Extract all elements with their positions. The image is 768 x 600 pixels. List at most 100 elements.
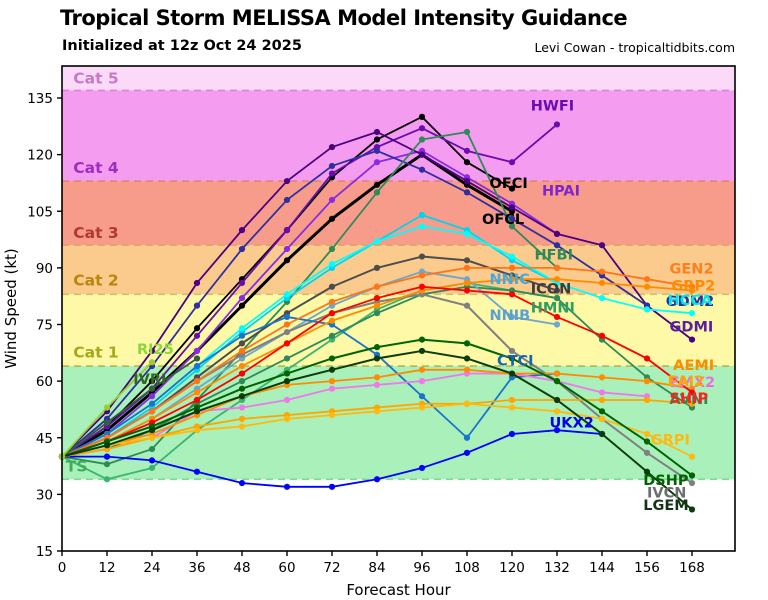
series-marker-ivcn bbox=[508, 347, 516, 355]
model-label-aemi: AEMI bbox=[673, 358, 714, 374]
model-label-hmni: HMNI bbox=[531, 301, 575, 317]
series-marker-ofci bbox=[148, 378, 156, 385]
band-label-ts: TS bbox=[66, 457, 88, 475]
series-marker-gdm2 bbox=[418, 166, 426, 173]
init-time-subtitle: Initialized at 12z Oct 24 2025 bbox=[62, 38, 302, 54]
series-marker-hpai bbox=[238, 294, 246, 302]
series-marker-avni bbox=[238, 378, 246, 385]
series-marker-eai2 bbox=[598, 396, 606, 404]
series-marker-hwfi bbox=[553, 121, 561, 128]
series-marker-ctci bbox=[148, 400, 156, 407]
series-marker-ship bbox=[508, 291, 516, 298]
model-label-ship: SHIP bbox=[670, 391, 709, 407]
model-label-avni: AVNI bbox=[670, 392, 709, 408]
series-marker-ship bbox=[238, 370, 246, 377]
series-marker-lgem bbox=[418, 347, 426, 355]
series-marker-lgem bbox=[688, 506, 696, 513]
series-marker-gdm2 bbox=[463, 189, 471, 196]
series-marker-dshp bbox=[463, 340, 471, 347]
series-marker-ship bbox=[463, 287, 471, 294]
series-marker-dshp bbox=[553, 378, 561, 385]
series-marker-gdmi bbox=[508, 204, 516, 211]
series-marker-grpi bbox=[373, 408, 381, 415]
series-marker-hcca bbox=[688, 310, 696, 317]
band-cat-2 bbox=[62, 245, 735, 295]
x-tick-label: 168 bbox=[679, 560, 705, 576]
series-marker-eai2 bbox=[508, 396, 516, 404]
series-marker-gen2 bbox=[328, 298, 336, 305]
x-tick-label: 108 bbox=[454, 560, 480, 576]
series-marker-aemi bbox=[418, 366, 426, 373]
series-marker-hmni bbox=[103, 476, 111, 483]
series-marker-grp2 bbox=[238, 362, 246, 370]
series-marker-emx2 bbox=[283, 396, 291, 404]
series-marker-grpi bbox=[418, 404, 426, 411]
series-line-ivri bbox=[61, 357, 198, 458]
series-marker-ofcl bbox=[373, 181, 381, 188]
series-marker-icon bbox=[238, 340, 246, 347]
series-marker-hcca bbox=[238, 325, 246, 332]
series-marker-hfbi bbox=[508, 223, 516, 230]
series-marker-ctci bbox=[283, 313, 291, 321]
series-marker-dshp bbox=[688, 472, 696, 479]
series-marker-ukx2 bbox=[193, 468, 201, 475]
model-label-grpi: GRPI bbox=[651, 433, 690, 449]
x-tick-label: 156 bbox=[634, 560, 660, 576]
series-marker-lgem bbox=[328, 366, 336, 373]
series-marker-ukx2 bbox=[553, 427, 561, 434]
series-marker-lgem bbox=[193, 408, 201, 415]
model-label-hpai: HPAI bbox=[542, 183, 580, 199]
series-marker-lgem bbox=[598, 430, 606, 438]
x-tick-label: 0 bbox=[58, 560, 67, 576]
series-marker-grp2 bbox=[643, 283, 651, 290]
series-marker-ctci bbox=[193, 362, 201, 370]
series-marker-lgem bbox=[148, 427, 156, 434]
page-title: Tropical Storm MELISSA Model Intensity G… bbox=[60, 6, 628, 30]
series-marker-lgem bbox=[553, 396, 561, 404]
series-marker-hwfi bbox=[283, 227, 291, 234]
series-marker-hfbi bbox=[148, 445, 156, 453]
series-marker-gdmi bbox=[238, 227, 246, 234]
series-marker-dshp bbox=[283, 370, 291, 377]
series-marker-lgem bbox=[463, 355, 471, 362]
series-marker-ofci bbox=[193, 325, 201, 332]
model-label-icon: ICON bbox=[531, 282, 572, 298]
series-line-gdm2 bbox=[61, 149, 648, 458]
series-marker-ctci bbox=[418, 393, 426, 400]
model-label-nnib: NNIB bbox=[490, 308, 531, 324]
series-marker-nnic bbox=[418, 211, 426, 219]
series-marker-ofci bbox=[418, 113, 426, 120]
y-tick-label: 105 bbox=[27, 204, 53, 220]
series-marker-hpai bbox=[328, 196, 336, 204]
series-marker-ivcn bbox=[463, 302, 471, 309]
series-marker-ukx2 bbox=[148, 457, 156, 464]
x-tick-label: 24 bbox=[143, 560, 160, 576]
series-marker-aemi bbox=[643, 378, 651, 385]
series-marker-hfbi bbox=[328, 245, 336, 253]
series-marker-grp2 bbox=[463, 279, 471, 287]
series-marker-grpi bbox=[643, 430, 651, 438]
series-marker-gdmi bbox=[418, 151, 426, 158]
series-marker-emx2 bbox=[238, 404, 246, 411]
x-tick-label: 12 bbox=[98, 560, 115, 576]
category-threshold-lines bbox=[62, 89, 735, 481]
series-marker-ivri bbox=[193, 355, 201, 362]
series-marker-ofcl bbox=[238, 302, 246, 309]
series-marker-eai2 bbox=[688, 400, 696, 407]
series-marker-emx2 bbox=[373, 381, 381, 388]
series-marker-icon bbox=[553, 287, 561, 294]
model-label-grp2: GRP2 bbox=[671, 279, 715, 295]
series-line-ctci bbox=[61, 316, 558, 458]
series-marker-ukx2 bbox=[328, 483, 336, 490]
series-marker-dshp bbox=[643, 438, 651, 445]
series-marker-ukx2 bbox=[283, 483, 291, 490]
series-marker-hcca bbox=[283, 291, 291, 298]
series-marker-hcca bbox=[598, 294, 606, 302]
series-marker-gen2 bbox=[553, 264, 561, 271]
series-marker-ship bbox=[193, 396, 201, 404]
series-marker-nnib bbox=[553, 321, 561, 328]
series-marker-emx2 bbox=[418, 378, 426, 385]
series-marker-ivri bbox=[103, 419, 111, 426]
x-tick-label: 120 bbox=[499, 560, 525, 576]
series-marker-ship bbox=[553, 313, 561, 321]
